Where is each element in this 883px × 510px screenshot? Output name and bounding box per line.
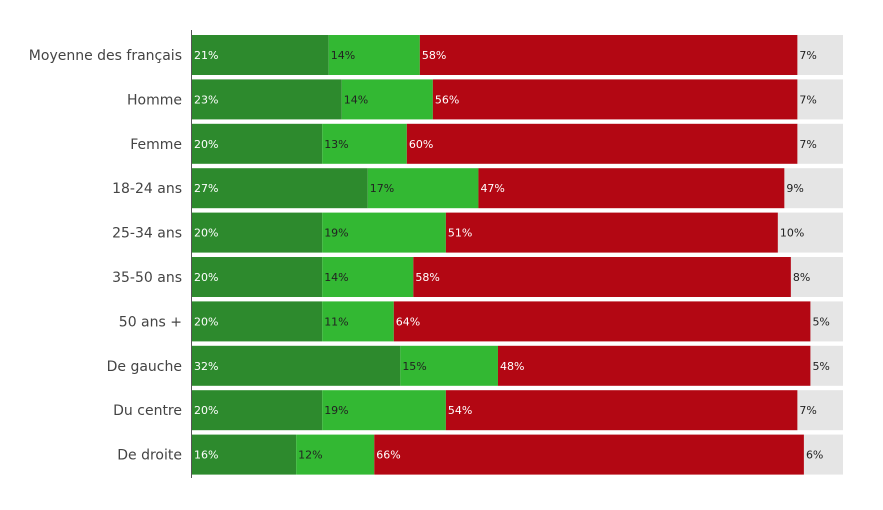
bar-segment bbox=[810, 345, 843, 386]
data-label: 16% bbox=[194, 449, 218, 462]
bar-segment bbox=[322, 390, 446, 431]
bar-segment bbox=[797, 79, 843, 120]
data-label: 12% bbox=[298, 449, 322, 462]
data-label: 17% bbox=[370, 182, 394, 195]
data-label: 9% bbox=[786, 182, 803, 195]
category-label: 25-34 ans bbox=[112, 226, 182, 242]
bar-segment bbox=[393, 301, 811, 342]
data-label: 8% bbox=[793, 271, 810, 284]
category-label: De droite bbox=[117, 448, 182, 464]
bar-segment bbox=[322, 301, 394, 342]
data-label: 7% bbox=[799, 138, 816, 151]
data-label: 51% bbox=[448, 227, 472, 240]
bar-segment bbox=[797, 390, 843, 431]
category-label: 18-24 ans bbox=[112, 181, 182, 197]
data-label: 47% bbox=[480, 182, 504, 195]
data-label: 7% bbox=[799, 49, 816, 62]
data-label: 20% bbox=[194, 271, 218, 284]
data-label: 6% bbox=[806, 449, 823, 462]
bar-segment bbox=[810, 301, 843, 342]
data-label: 15% bbox=[402, 360, 426, 373]
data-label: 56% bbox=[435, 93, 459, 106]
bar-segment bbox=[192, 79, 342, 120]
data-label: 32% bbox=[194, 360, 218, 373]
bar-segment bbox=[478, 168, 785, 209]
data-label: 66% bbox=[376, 449, 400, 462]
category-label: 50 ans + bbox=[119, 314, 182, 330]
bar-segment bbox=[328, 35, 420, 75]
bar-segment bbox=[777, 212, 843, 253]
data-label: 58% bbox=[415, 271, 439, 284]
bar-segment bbox=[192, 434, 297, 475]
data-label: 20% bbox=[194, 315, 218, 328]
bar-segment bbox=[192, 123, 323, 164]
bar-segment bbox=[192, 345, 401, 386]
data-label: 20% bbox=[194, 227, 218, 240]
category-label: 35-50 ans bbox=[112, 270, 182, 286]
bar-segment bbox=[797, 123, 843, 164]
bar-segment bbox=[419, 35, 798, 75]
bar-segment bbox=[784, 168, 843, 209]
data-label: 5% bbox=[812, 360, 829, 373]
data-label: 19% bbox=[324, 227, 348, 240]
bar-segment bbox=[797, 35, 843, 75]
data-label: 10% bbox=[780, 227, 804, 240]
bar-segment bbox=[322, 123, 407, 164]
bar-segment bbox=[406, 123, 798, 164]
category-label: Moyenne des français bbox=[29, 48, 182, 64]
data-label: 23% bbox=[194, 93, 218, 106]
data-label: 14% bbox=[344, 93, 368, 106]
bar-segment bbox=[322, 257, 414, 297]
bar-segment bbox=[445, 212, 778, 253]
value-labels: 21% 14% 58% 7% 23% 14% 56% 7% 20% 13% 60% 7% 27% 17% 4… bbox=[194, 49, 830, 462]
data-label: 54% bbox=[448, 404, 472, 417]
bar-segment bbox=[367, 168, 479, 209]
bar-segment bbox=[432, 79, 798, 120]
bar-segment bbox=[192, 301, 323, 342]
bar-segment bbox=[192, 257, 323, 297]
bar-segment bbox=[374, 434, 804, 475]
bar-segment bbox=[400, 345, 498, 386]
category-label: Du centre bbox=[113, 403, 182, 419]
data-label: 7% bbox=[799, 93, 816, 106]
data-label: 11% bbox=[324, 315, 348, 328]
bar-segment bbox=[497, 345, 811, 386]
bar-segment bbox=[341, 79, 433, 120]
bar-segment bbox=[413, 257, 791, 297]
bar-segment bbox=[803, 434, 843, 475]
bars bbox=[192, 35, 843, 475]
data-label: 14% bbox=[331, 49, 355, 62]
data-label: 19% bbox=[324, 404, 348, 417]
bar-segment bbox=[192, 35, 329, 75]
bar-segment bbox=[322, 212, 446, 253]
data-label: 20% bbox=[194, 404, 218, 417]
category-label: Femme bbox=[130, 137, 182, 153]
bar-segment bbox=[445, 390, 798, 431]
data-label: 13% bbox=[324, 138, 348, 151]
data-label: 64% bbox=[396, 315, 420, 328]
category-label: Homme bbox=[127, 92, 182, 108]
data-label: 21% bbox=[194, 49, 218, 62]
bar-segment bbox=[192, 212, 323, 253]
data-label: 5% bbox=[812, 315, 829, 328]
category-labels: Moyenne des français Homme Femme 18-24 ans 2… bbox=[29, 48, 182, 464]
data-label: 7% bbox=[799, 404, 816, 417]
bar-segment bbox=[192, 168, 368, 209]
data-label: 20% bbox=[194, 138, 218, 151]
data-label: 60% bbox=[409, 138, 433, 151]
data-label: 48% bbox=[500, 360, 524, 373]
bar-segment bbox=[790, 257, 843, 297]
data-label: 27% bbox=[194, 182, 218, 195]
bar-segment bbox=[192, 390, 323, 431]
category-label: De gauche bbox=[107, 359, 182, 375]
data-label: 58% bbox=[422, 49, 446, 62]
data-label: 14% bbox=[324, 271, 348, 284]
bar-segment bbox=[296, 434, 375, 475]
